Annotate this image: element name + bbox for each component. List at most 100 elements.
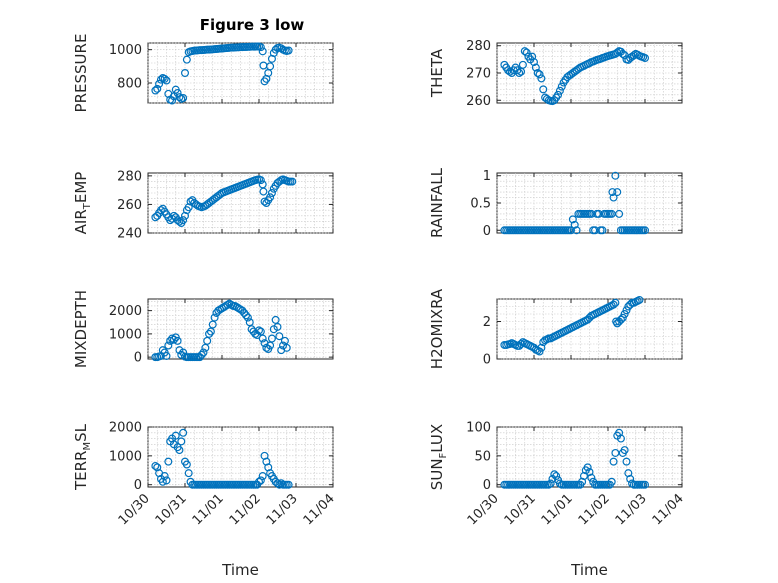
data-point [256,476,265,485]
data-point [266,62,275,71]
data-point [267,334,276,343]
y-tick-label: 50 [474,449,491,464]
data-point [162,351,171,360]
data-point [179,93,188,102]
data-point [535,347,544,356]
data-point [284,480,293,489]
data-point [539,85,548,94]
data-point [273,479,282,488]
data-point [640,226,649,235]
data-point [609,300,618,309]
subplot-5: 0 1000 2000 MIXDEPTH [72,290,334,368]
data-point [612,317,621,326]
data-point [256,43,265,52]
data-point [179,216,188,225]
subplot-4: 0 0.5 1 RAINFALL [428,167,683,239]
data-point [205,329,214,338]
data-point [611,298,620,307]
data-point [182,55,191,64]
data-point [544,480,553,489]
data-point [615,209,624,218]
y-tick-label: 240 [117,227,142,242]
data-point [535,70,544,79]
data-point [618,313,627,322]
y-tick-label: 1000 [109,327,142,342]
data-point [609,457,618,466]
data-point [206,327,215,336]
data-point [223,300,232,309]
y-tick-label: 2 [483,315,491,330]
data-point [203,336,212,345]
y-tick-label: 2000 [109,304,142,319]
y-tick-label: 0 [134,478,142,493]
subplot-8: 10/30 10/31 11/01 11/02 11/03 11/04 0 50 100 SUNF… [428,421,687,580]
y-tick-label: 0 [483,478,491,493]
data-point [164,457,173,466]
subplot-7: 10/30 10/31 11/01 11/02 11/03 11/04 0 1000 2000 T… [72,421,338,580]
data-point [550,470,559,479]
data-point [282,343,291,352]
data-point [169,335,178,344]
data-point [258,47,267,56]
data-point [184,469,193,478]
data-point [260,197,269,206]
data-point [613,188,622,197]
data-point [583,463,592,472]
y-tick-label: 1000 [109,449,142,464]
data-point [168,96,177,105]
data-point [570,220,579,229]
data-point [537,343,546,352]
data-point [255,477,264,486]
data-point [256,327,265,336]
data-point [288,177,297,186]
data-point [255,326,264,335]
data-point [277,479,286,488]
subplot-1: 800 1000 PRESSURE [72,34,334,113]
x-axis-label: Time [221,561,259,579]
x-tick-label: 10/30 [116,491,153,528]
data-point [628,479,637,488]
data-point [587,473,596,482]
data-point [156,75,165,84]
y-axis-label: H2OMIXRA [428,288,446,369]
data-point [554,90,563,99]
data-point [171,431,180,440]
data-point [555,86,564,95]
x-tick-label: 11/04 [301,491,338,528]
y-tick-label: 800 [117,77,142,92]
data-point [258,472,267,481]
data-point [620,446,629,455]
y-axis-label: PRESSURE [72,34,90,113]
y-axis-label: THETA [428,48,446,98]
y-tick-label: 260 [117,198,142,213]
data-point [618,49,627,58]
data-point [552,472,561,481]
x-tick-label: 11/02 [576,491,613,528]
x-tick-label: 11/03 [264,491,301,528]
data-point [175,93,184,102]
data-point [522,48,531,57]
data-point [280,336,289,345]
data-point [640,480,649,489]
y-tick-label: 0 [134,351,142,366]
data-point [517,340,526,349]
data-point [173,336,182,345]
data-point [616,434,625,443]
data-point [566,226,575,235]
data-point [258,334,267,343]
data-point [531,63,540,72]
y-axis-label: SUNFLUX [428,424,449,490]
x-tick-label: 10/31 [502,491,539,528]
data-point [179,428,188,437]
y-tick-label: 270 [466,67,491,82]
data-point [640,53,649,62]
data-point [613,48,622,57]
data-point [243,313,252,322]
data-point [505,67,514,76]
data-point [259,187,268,196]
data-point [533,68,542,77]
data-point [175,446,184,455]
data-point [273,322,282,331]
data-point [598,226,607,235]
